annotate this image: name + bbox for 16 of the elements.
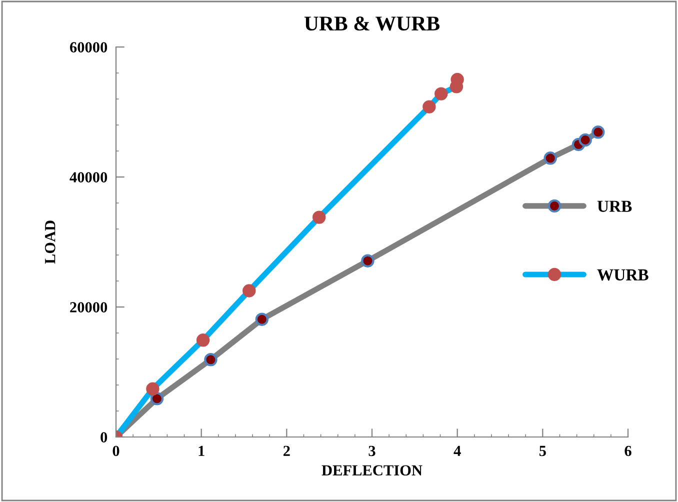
x-tick-label: 0 <box>112 446 120 456</box>
x-tick-label: 4 <box>454 446 461 456</box>
legend-label: WURB <box>597 269 648 281</box>
y-tick-label: 0 <box>100 432 108 442</box>
y-tick-label: 20000 <box>70 302 108 312</box>
x-tick-label: 3 <box>368 446 376 456</box>
x-axis-title: DEFLECTION <box>322 465 422 476</box>
y-tick-label: 40000 <box>70 172 108 182</box>
y-tick-label: 60000 <box>70 42 108 52</box>
x-tick-label: 2 <box>283 446 290 456</box>
x-tick-label: 1 <box>198 446 204 456</box>
x-tick-label: 6 <box>624 446 632 456</box>
y-axis-title: LOAD <box>44 220 56 264</box>
x-tick-label: 5 <box>539 446 546 456</box>
legend-label: URB <box>597 200 632 212</box>
chart-title: URB & WURB <box>304 16 440 31</box>
